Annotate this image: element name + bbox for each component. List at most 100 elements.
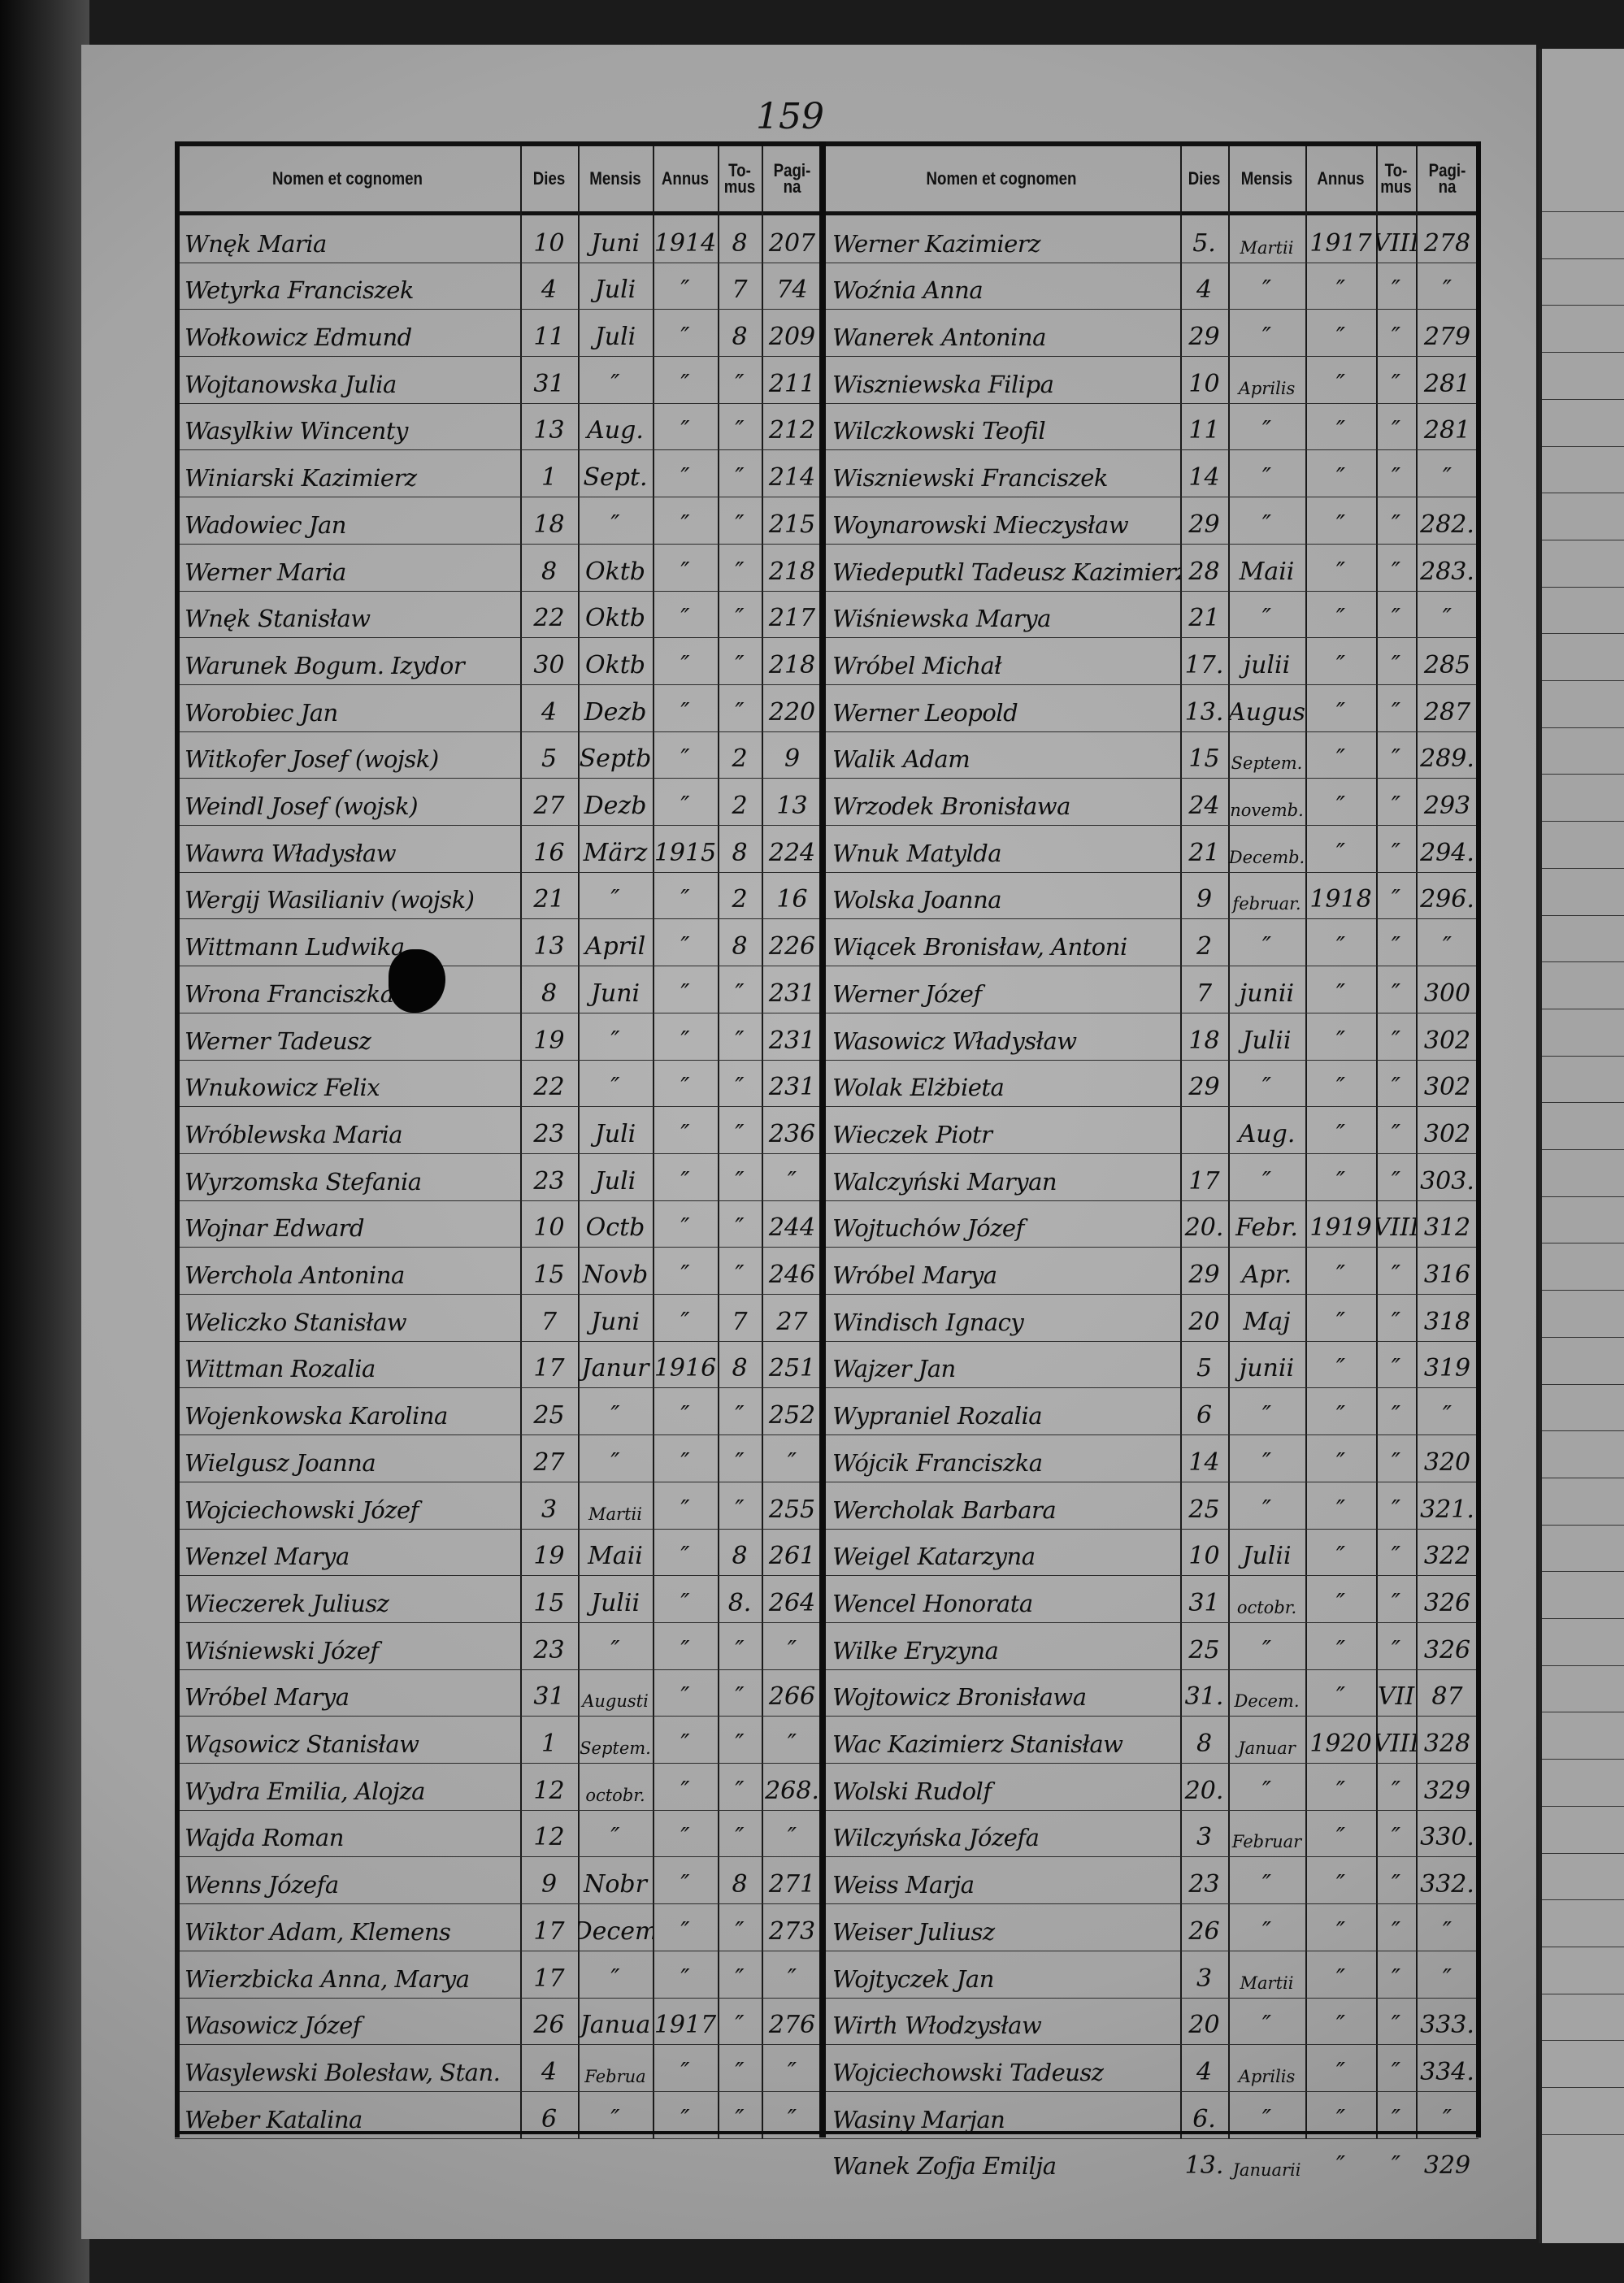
entry-annus: ″: [1335, 463, 1346, 493]
entry-tomus: ″: [1391, 885, 1401, 914]
entry-name: Wanek Zofja Emilja: [832, 2152, 1057, 2181]
entry-mensis: ″: [610, 1635, 620, 1665]
adjacent-page-rule: [1542, 821, 1624, 822]
entry-name: Wiedeputkl Tadeusz Kazimierz: [832, 558, 1180, 586]
entry-tomus: ″: [1391, 1166, 1401, 1196]
entry-name: Worobiec Jan: [185, 698, 338, 727]
entry-annus: ″: [1335, 1635, 1346, 1665]
entry-tomus: ″: [735, 1823, 745, 1852]
entry-mensis: ″: [1261, 323, 1272, 352]
entry-mensis: ″: [1261, 1635, 1272, 1665]
entry-mensis: Martii: [588, 1504, 642, 1524]
entry-pagina: 302: [1423, 1073, 1471, 1102]
entry-tomus: ″: [735, 1730, 745, 1759]
adjacent-page-rule: [1542, 633, 1624, 635]
entry-name: Wajzer Jan: [832, 1355, 956, 1383]
entry-dies: 16: [533, 838, 565, 867]
adjacent-page-rule: [1542, 2087, 1624, 2088]
entry-dies: 19: [533, 1026, 565, 1055]
entry-dies: 17: [533, 1916, 565, 1946]
adjacent-page-rule: [1542, 1430, 1624, 1432]
register-entry: Wajzer Jan 5 junii ″ ″ 319: [823, 1341, 1479, 1389]
entry-dies: 21: [1188, 838, 1220, 867]
entry-dies: 23: [533, 1635, 565, 1665]
entry-dies: 27: [533, 792, 565, 821]
adjacent-page-rule: [1542, 1805, 1624, 1807]
entry-tomus: ″: [1391, 979, 1401, 1008]
entry-name: Wenns Józefa: [185, 1871, 339, 1899]
entry-annus: ″: [1335, 697, 1346, 727]
entry-tomus: ″: [735, 463, 745, 493]
entry-name: Wirth Włodzysław: [832, 2012, 1042, 2040]
entry-mensis: ″: [1261, 2104, 1272, 2133]
entry-name: Wierzbicka Anna, Marya: [185, 1964, 470, 1993]
entry-mensis: Augusti: [582, 1691, 649, 1712]
register-entry: Wiśniewski Józef 23 ″ ″ ″ ″: [175, 1622, 823, 1670]
entry-name: Wolski Rudolf: [832, 1777, 992, 1805]
entry-name: Wilczyńska Józefa: [832, 1824, 1040, 1852]
register-entry: Wiącek Bronisław, Antoni 2 ″ ″ ″ ″: [823, 919, 1479, 967]
entry-dies: 10: [1188, 369, 1220, 398]
entry-pagina: 209: [768, 323, 816, 352]
entry-mensis: Juni: [590, 228, 640, 258]
entry-tomus: ″: [1391, 1870, 1401, 1899]
entry-pagina: 326: [1423, 1635, 1471, 1665]
entry-name: Wilke Eryzyna: [832, 1636, 999, 1665]
entry-mensis: Decem.: [1234, 1691, 1300, 1712]
entry-pagina: ″: [787, 1447, 797, 1477]
register-page: [81, 45, 1536, 2239]
entry-pagina: 321.: [1420, 1495, 1474, 1524]
register-entry: Worobiec Jan 4 Dezb ″ ″ 220: [175, 684, 823, 732]
entry-tomus: ″: [735, 1073, 745, 1102]
entry-mensis: Juni: [590, 1307, 640, 1336]
entry-name: Wojtowicz Bronisława: [832, 1683, 1087, 1712]
entry-annus: ″: [1335, 1401, 1346, 1430]
entry-dies: 25: [533, 1401, 565, 1430]
entry-mensis: Aprilis: [1238, 2066, 1296, 2086]
entry-tomus: ″: [1391, 2104, 1401, 2133]
entry-name: Wanerek Antonina: [832, 323, 1046, 352]
entry-dies: 29: [1188, 510, 1220, 539]
register-entry: Wittmann Ludwika 13 April ″ 8 226: [175, 919, 823, 967]
entry-dies: 20: [1188, 2011, 1220, 2040]
entry-dies: 1: [541, 463, 558, 493]
entry-tomus: ″: [1391, 650, 1401, 679]
entry-mensis: ″: [1261, 276, 1272, 305]
entry-pagina: 281: [1423, 369, 1471, 398]
entry-dies: 15: [533, 1261, 565, 1290]
entry-mensis: April: [584, 932, 646, 961]
entry-annus: ″: [1335, 1588, 1346, 1617]
entry-annus: ″: [680, 416, 690, 445]
entry-mensis: ″: [1261, 932, 1272, 961]
register-entry: Wołkowicz Edmund 11 Juli ″ 8 209: [175, 309, 823, 358]
entry-dies: 4: [541, 697, 558, 727]
adjacent-page-rule: [1542, 727, 1624, 728]
entry-pagina: 16: [776, 885, 808, 914]
entry-name: Wróblewska Maria: [185, 1120, 403, 1148]
entry-name: Wac Kazimierz Stanisław: [832, 1730, 1123, 1759]
entry-name: Walik Adam: [832, 745, 970, 774]
entry-annus: ″: [1335, 1354, 1346, 1383]
entry-name: Wasowicz Józef: [185, 2012, 362, 2040]
entry-tomus: ″: [1391, 2151, 1401, 2181]
entry-name: Wnuk Matylda: [832, 839, 1002, 867]
register-entry: Wergij Wasilianiv (wojsk) 21 ″ ″ 2 16: [175, 872, 823, 920]
adjacent-page-rule: [1542, 2040, 1624, 2042]
entry-name: Wiśniewska Marya: [832, 605, 1051, 633]
adjacent-page-rule: [1542, 1665, 1624, 1666]
entry-name: Wolska Joanna: [832, 886, 1002, 914]
header-name: Nomen et cognomen: [272, 168, 423, 189]
entry-dies: 4: [541, 2057, 558, 2086]
entry-dies: 17: [533, 1964, 565, 1993]
entry-mensis: novemb.: [1230, 801, 1304, 821]
entry-mensis: Novb: [582, 1261, 649, 1290]
entry-dies: 25: [1188, 1495, 1220, 1524]
entry-annus: ″: [1335, 1447, 1346, 1477]
entry-tomus: 8: [732, 1870, 748, 1899]
column-rule: [578, 146, 580, 2138]
entry-annus: ″: [680, 463, 690, 493]
register-entry: Wróbel Michał 17. julii ″ ″ 285: [823, 637, 1479, 685]
entry-mensis: Septb: [579, 744, 652, 774]
entry-mensis: Apr.: [1241, 1261, 1292, 1290]
entry-pagina: ″: [1442, 2104, 1452, 2133]
